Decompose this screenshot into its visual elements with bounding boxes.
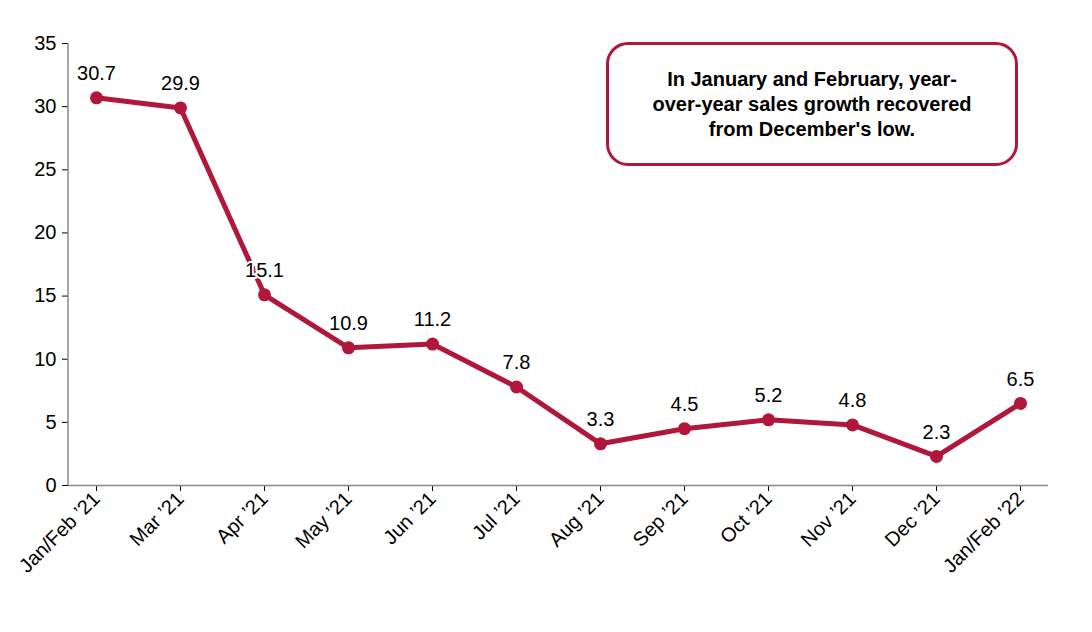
svg-text:10.9: 10.9 bbox=[329, 312, 368, 334]
svg-text:Dec ’21: Dec ’21 bbox=[880, 487, 944, 551]
svg-text:15.1: 15.1 bbox=[245, 259, 284, 281]
svg-text:0: 0 bbox=[45, 474, 56, 496]
svg-text:25: 25 bbox=[34, 158, 56, 180]
svg-text:11.2: 11.2 bbox=[414, 308, 451, 330]
svg-text:Oct ’21: Oct ’21 bbox=[715, 487, 775, 547]
svg-text:2.3: 2.3 bbox=[923, 421, 951, 443]
svg-text:Nov ’21: Nov ’21 bbox=[796, 487, 860, 551]
svg-text:6.5: 6.5 bbox=[1007, 368, 1035, 390]
svg-text:10: 10 bbox=[34, 348, 56, 370]
svg-text:4.5: 4.5 bbox=[671, 393, 699, 415]
svg-text:Jul ’21: Jul ’21 bbox=[467, 487, 523, 543]
svg-text:5.2: 5.2 bbox=[755, 384, 783, 406]
svg-text:Aug ’21: Aug ’21 bbox=[544, 487, 608, 551]
svg-text:15: 15 bbox=[34, 284, 56, 306]
svg-text:3.3: 3.3 bbox=[587, 408, 615, 430]
svg-text:29.9: 29.9 bbox=[161, 72, 200, 94]
svg-text:May ’21: May ’21 bbox=[291, 487, 356, 552]
svg-text:35: 35 bbox=[34, 32, 56, 54]
svg-text:20: 20 bbox=[34, 221, 56, 243]
svg-text:7.8: 7.8 bbox=[503, 351, 531, 373]
svg-text:Jan/Feb ’22: Jan/Feb ’22 bbox=[938, 487, 1027, 576]
svg-text:Sep ’21: Sep ’21 bbox=[628, 487, 692, 551]
svg-text:30: 30 bbox=[34, 95, 56, 117]
svg-text:Jan/Feb ’21: Jan/Feb ’21 bbox=[14, 487, 103, 576]
svg-text:Mar ’21: Mar ’21 bbox=[125, 487, 188, 550]
svg-text:Jun ’21: Jun ’21 bbox=[379, 487, 440, 548]
svg-text:4.8: 4.8 bbox=[839, 389, 867, 411]
svg-text:Apr ’21: Apr ’21 bbox=[211, 487, 271, 547]
html-text:In January and February, year-: In January and February, year-over-year … bbox=[652, 67, 972, 140]
svg-text:5: 5 bbox=[45, 411, 56, 433]
svg-text:30.7: 30.7 bbox=[77, 62, 116, 84]
